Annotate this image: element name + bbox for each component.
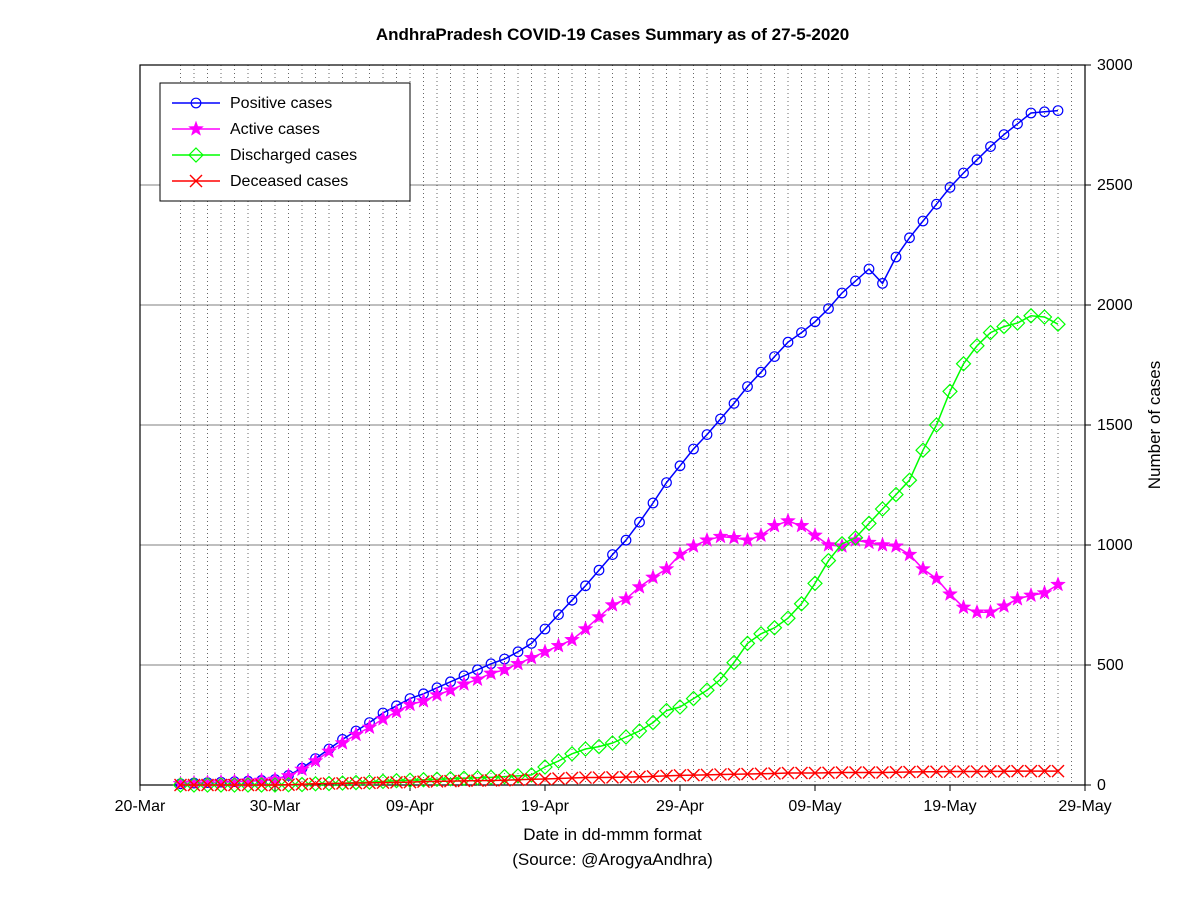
chart-container: 20-Mar 30-Mar 09-Apr 19-Apr 29-Apr 09-May 19-M… — [0, 0, 1200, 898]
x-tick-label: 29-Apr — [656, 798, 705, 815]
x-tick-label: 30-Mar — [250, 798, 301, 815]
chart-title: AndhraPradesh COVID-19 Cases Summary as … — [376, 25, 849, 44]
y-tick-label: 1000 — [1097, 537, 1133, 554]
x-tick-label: 09-May — [788, 798, 841, 815]
x-tick-label: 29-May — [1058, 798, 1111, 815]
x-tick-label: 09-Apr — [386, 798, 435, 815]
y-tick-label: 0 — [1097, 777, 1106, 794]
legend-label: Active cases — [230, 121, 320, 138]
x-axis-label: Date in dd-mmm format — [523, 825, 702, 844]
y-tick-label: 1500 — [1097, 417, 1133, 434]
y-axis-label: Number of cases — [1145, 361, 1164, 490]
y-tick-label: 2000 — [1097, 297, 1133, 314]
legend-label: Discharged cases — [230, 147, 357, 164]
x-tick-label: 19-Apr — [521, 798, 570, 815]
source-label: (Source: @ArogyaAndhra) — [512, 850, 713, 869]
legend: Positive cases Active cases Discharged cas… — [160, 83, 410, 201]
legend-label: Positive cases — [230, 95, 332, 112]
y-tick-label: 500 — [1097, 657, 1124, 674]
legend-label: Deceased cases — [230, 173, 348, 190]
chart-svg: 20-Mar 30-Mar 09-Apr 19-Apr 29-Apr 09-May 19-M… — [0, 0, 1200, 898]
y-tick-label: 3000 — [1097, 57, 1133, 74]
y-tick-label: 2500 — [1097, 177, 1133, 194]
x-tick-label: 19-May — [923, 798, 976, 815]
x-tick-label: 20-Mar — [115, 798, 166, 815]
